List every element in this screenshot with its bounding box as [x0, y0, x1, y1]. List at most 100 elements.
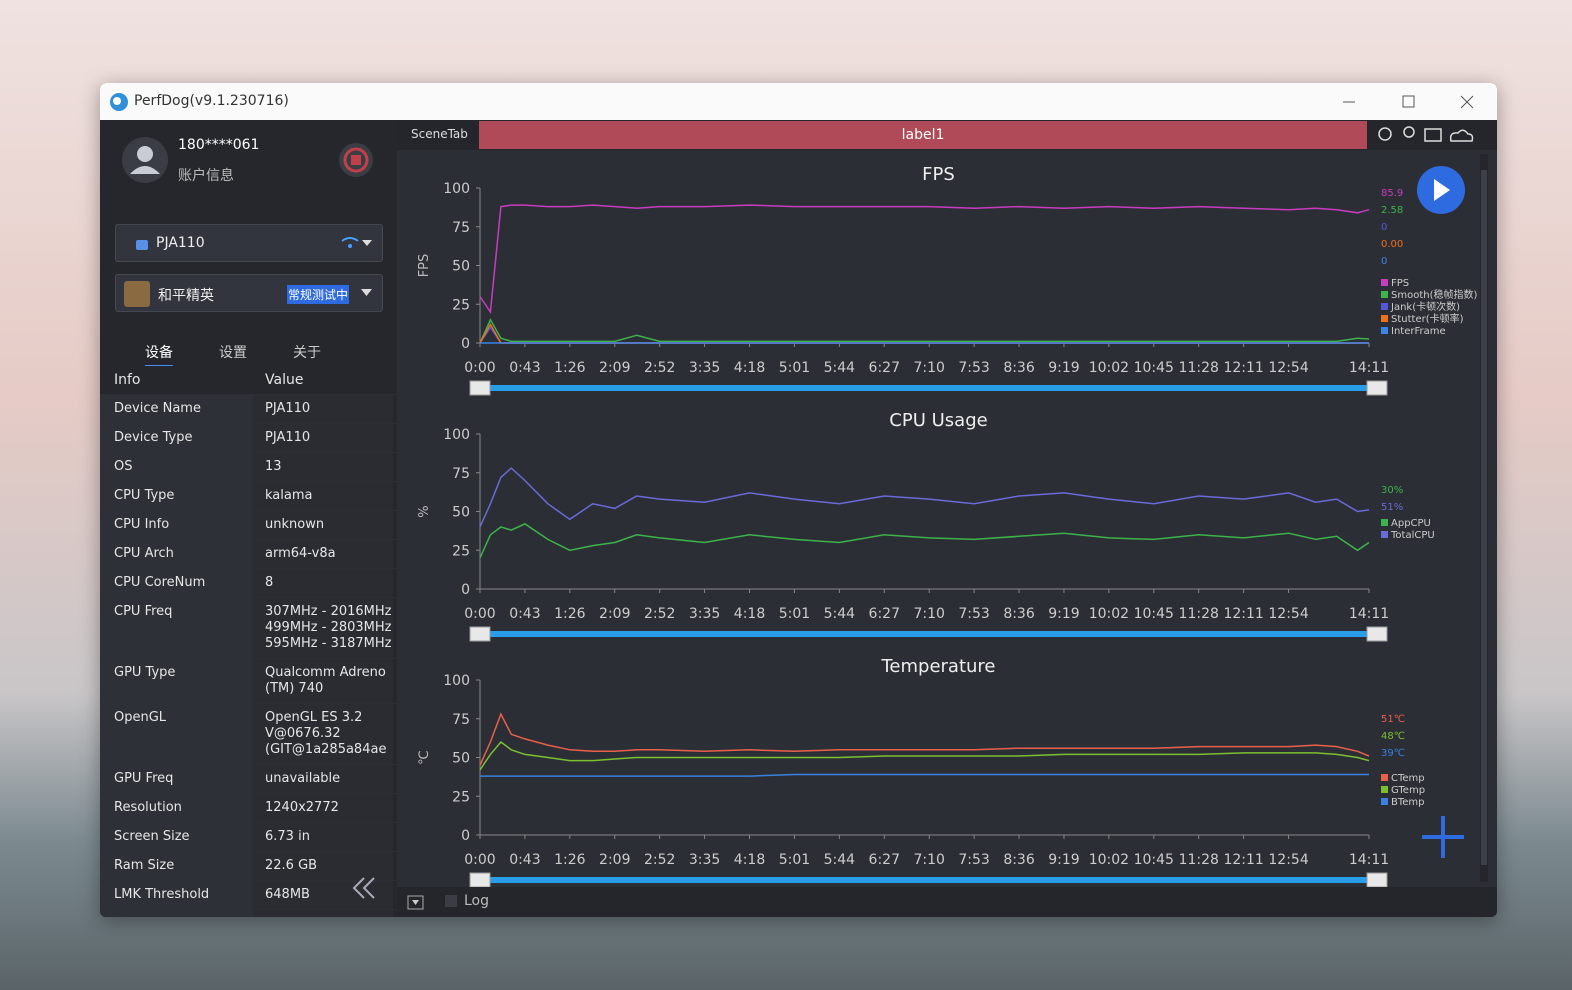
- scene-bar: SceneTab label1: [397, 120, 1497, 150]
- y-tick-label: 0: [461, 336, 470, 352]
- table-row: CPU Info unknown: [100, 511, 397, 540]
- legend-swatch: [1381, 315, 1388, 322]
- toolbar-icons[interactable]: [1373, 124, 1483, 146]
- x-tick-label: 12:11: [1223, 360, 1263, 376]
- row-name: CPU Freq: [100, 598, 253, 658]
- legend-swatch: [1381, 303, 1388, 310]
- x-tick-label: 3:35: [689, 360, 720, 376]
- x-tick-label: 5:44: [824, 606, 856, 622]
- device-select[interactable]: PJA110: [115, 224, 383, 262]
- status-badge: 常规测试中: [287, 285, 350, 304]
- x-tick-label: 10:45: [1134, 852, 1174, 868]
- slider-handle: [469, 626, 491, 642]
- series-line: [479, 740, 1370, 771]
- x-tick-label: 7:53: [958, 852, 989, 868]
- series-line: [479, 712, 1370, 766]
- x-tick-label: 2:09: [599, 852, 630, 868]
- expand[interactable]: [407, 895, 425, 911]
- account-info[interactable]: 账户信息: [178, 168, 234, 184]
- user-icons: [122, 137, 373, 183]
- tab[interactable]: 设备: [145, 342, 173, 367]
- window-controls[interactable]: [1330, 91, 1490, 113]
- value-line: 13: [265, 459, 282, 474]
- tab[interactable]: 关于: [293, 345, 321, 361]
- table-row: GPU Freq unavailable: [100, 765, 397, 794]
- value-line: (GIT@1a285a84ae: [265, 742, 387, 757]
- add-button[interactable]: [1422, 816, 1464, 858]
- latest-value: 51℃: [1381, 714, 1405, 725]
- value-line: V@0676.32: [265, 726, 341, 741]
- x-tick-label: 12:54: [1268, 606, 1308, 622]
- value-line: 307MHz - 2016MHz: [265, 604, 392, 619]
- x-tick-label: 10:02: [1089, 606, 1129, 622]
- x-tick-label: 11:28: [1179, 606, 1219, 622]
- x-tick-label: 12:11: [1223, 606, 1263, 622]
- chart-title: CPU Usage: [889, 410, 987, 431]
- app-select[interactable]: 和平精英 常规测试中: [115, 274, 383, 312]
- x-tick-label: 5:44: [824, 360, 856, 376]
- scene-label[interactable]: label1: [479, 121, 1367, 149]
- row-value: 22.6 GB: [253, 852, 393, 880]
- x-tick-label: 9:19: [1048, 606, 1079, 622]
- range-slider: [482, 877, 1377, 883]
- legend-swatch: [1381, 774, 1388, 781]
- row-name: CPU CoreNum: [100, 569, 253, 597]
- scene-tab[interactable]: SceneTab: [411, 127, 468, 141]
- value-line: Qualcomm Adreno: [265, 665, 386, 680]
- x-tick-label: 5:44: [824, 852, 856, 868]
- x-tick-label: 8:36: [1003, 360, 1035, 376]
- legend-swatch: [1381, 519, 1388, 526]
- legend-label: AppCPU: [1391, 518, 1431, 529]
- row-value: OpenGL ES 3.2 V@0676.32 (GIT@1a285a84ae: [253, 704, 393, 764]
- log-checkbox[interactable]: [445, 895, 457, 907]
- range-slider: [482, 631, 1377, 637]
- table-row: Screen Size 6.73 in: [100, 823, 397, 852]
- arrow: [361, 289, 372, 296]
- latest-value: 85.9: [1381, 188, 1403, 199]
- x-tick-label: 6:27: [869, 360, 900, 376]
- android-icon: [136, 240, 148, 250]
- x-tick-label: 2:52: [644, 852, 675, 868]
- app-icon: [110, 93, 128, 111]
- log-label: Log: [464, 893, 490, 909]
- legend-label: FPS: [1391, 278, 1409, 289]
- x-tick-label: 12:11: [1223, 852, 1263, 868]
- table-row: GPU Type Qualcomm Adreno (TM) 740: [100, 659, 397, 704]
- row-name: CPU Info: [100, 511, 253, 539]
- x-tick-label: 3:35: [689, 606, 720, 622]
- value-line: kalama: [265, 488, 313, 503]
- x-tick-label: 2:52: [644, 360, 675, 376]
- collapse-button[interactable]: [350, 870, 390, 910]
- x-tick-label: 9:19: [1048, 852, 1079, 868]
- sidebar: 180****061 账户信息 PJA110 和平精英 常规测试中 设备 设置 关于…: [100, 120, 397, 917]
- tab[interactable]: 设置: [219, 345, 247, 361]
- series-line: [479, 318, 1370, 344]
- window-title: PerfDog(v9.1.230716): [134, 93, 289, 109]
- row-name: Screen Size: [100, 823, 253, 851]
- latest-value: 0.00: [1381, 239, 1403, 250]
- x-tick-label: 8:36: [1003, 606, 1035, 622]
- x-tick-label: 5:01: [779, 606, 810, 622]
- table-row: CPU Freq 307MHz - 2016MHz 499MHz - 2803MHz…: [100, 598, 397, 659]
- x-tick-label: 5:01: [779, 852, 810, 868]
- x-tick-label: 10:02: [1089, 360, 1129, 376]
- x-tick-label: 10:45: [1134, 360, 1174, 376]
- legend-swatch: [1381, 327, 1388, 334]
- row-value: 307MHz - 2016MHz 499MHz - 2803MHz 595MHz -…: [253, 598, 393, 658]
- slider-handle: [469, 380, 491, 396]
- wifi-arrow: [341, 237, 372, 248]
- x-tick-label: 11:28: [1179, 852, 1219, 868]
- legend-swatch: [1381, 279, 1388, 286]
- row-value: unknown: [253, 511, 393, 539]
- value-line: PJA110: [265, 430, 311, 445]
- title-bar: PerfDog(v9.1.230716): [100, 83, 1497, 120]
- row-name: LMK Threshold: [100, 881, 253, 909]
- x-tick-label: 1:26: [554, 606, 586, 622]
- table-row: CPU Arch arm64-v8a: [100, 540, 397, 569]
- device-name: PJA110: [156, 235, 205, 251]
- table-row: Swap 9727 MB: [100, 910, 397, 917]
- x-tick-label: 2:52: [644, 606, 675, 622]
- series-line: [479, 467, 1370, 528]
- row-value: 9727 MB: [253, 910, 393, 917]
